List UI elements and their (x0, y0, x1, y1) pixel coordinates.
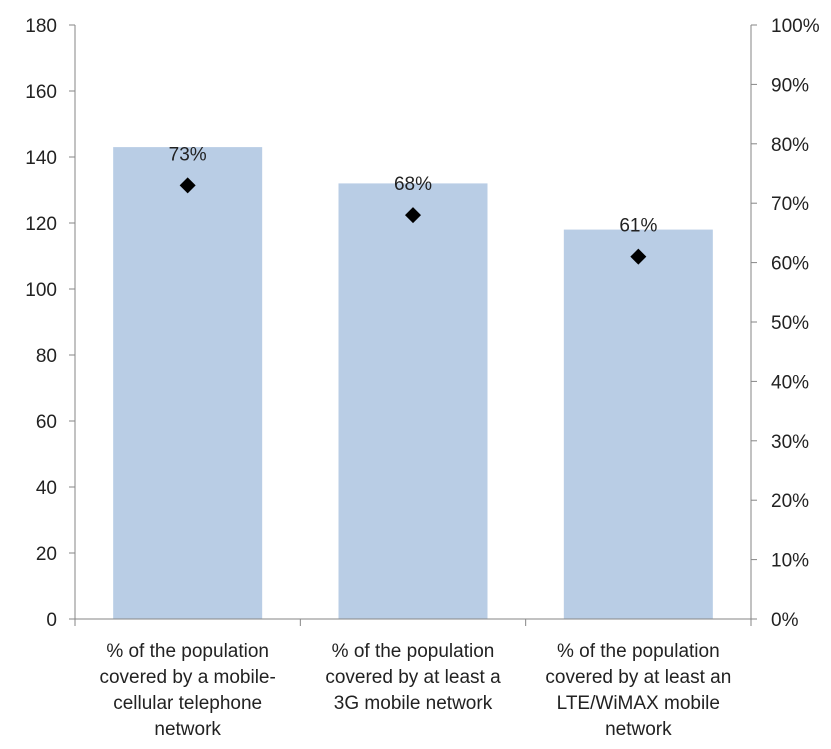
diamond-marker-3 (630, 248, 647, 265)
data-label-1: 73% (169, 144, 207, 165)
category-label-line: network (605, 719, 672, 740)
markers-layer (179, 177, 647, 265)
category-label-line: % of the population (557, 641, 720, 662)
category-label-line: % of the population (106, 641, 269, 662)
right-tick-label: 20% (771, 491, 809, 512)
category-label-line: LTE/WiMAX mobile (557, 693, 720, 714)
left-tick-label: 180 (25, 16, 57, 37)
right-tick-label: 100% (771, 16, 820, 37)
right-tick-label: 0% (771, 610, 799, 631)
left-tick-label: 0 (46, 610, 57, 631)
bars-layer (113, 147, 713, 619)
left-tick-label: 160 (25, 82, 57, 103)
category-label-line: covered by a mobile- (99, 667, 275, 688)
diamond-marker-2 (405, 207, 421, 224)
category-label-line: covered by at least an (545, 667, 731, 688)
data-label-2: 68% (394, 174, 432, 195)
category-label-2: % of the population covered by at least a… (325, 641, 501, 714)
category-label-3: % of the population covered by at least a… (545, 641, 731, 740)
right-tick-label: 50% (771, 313, 809, 334)
right-tick-label: 40% (771, 372, 809, 393)
right-tick-label: 30% (771, 432, 809, 453)
right-tick-label: 60% (771, 254, 809, 275)
left-tick-label: 100 (25, 280, 57, 301)
bar-2 (338, 183, 488, 619)
right-tick-label: 90% (771, 75, 809, 96)
left-tick-label: 140 (25, 148, 57, 169)
category-label-line: network (154, 719, 221, 740)
data-label-3: 61% (619, 216, 657, 237)
left-tick-label: 60 (36, 412, 57, 433)
category-label-line: % of the population (332, 641, 495, 662)
left-tick-label: 40 (36, 478, 57, 499)
labels-layer: 0 20 40 60 80 100 120 140 160 180 0% 10% 20% 30% 40% 50… (25, 16, 819, 740)
left-tick-label: 20 (36, 544, 57, 565)
diamond-marker-1 (179, 177, 196, 194)
category-label-line: 3G mobile network (334, 693, 493, 714)
axes-layer (69, 24, 757, 626)
right-tick-label: 80% (771, 135, 809, 156)
category-label-1: % of the population covered by a mobile-c… (99, 641, 275, 740)
right-tick-label: 10% (771, 551, 809, 572)
right-tick-label: 70% (771, 194, 809, 215)
bar-3 (563, 229, 713, 619)
left-tick-label: 80 (36, 346, 57, 367)
bar-1 (113, 147, 263, 619)
left-tick-label: 120 (25, 214, 57, 235)
category-label-line: cellular telephone (113, 693, 262, 714)
category-label-line: covered by at least a (325, 667, 501, 688)
